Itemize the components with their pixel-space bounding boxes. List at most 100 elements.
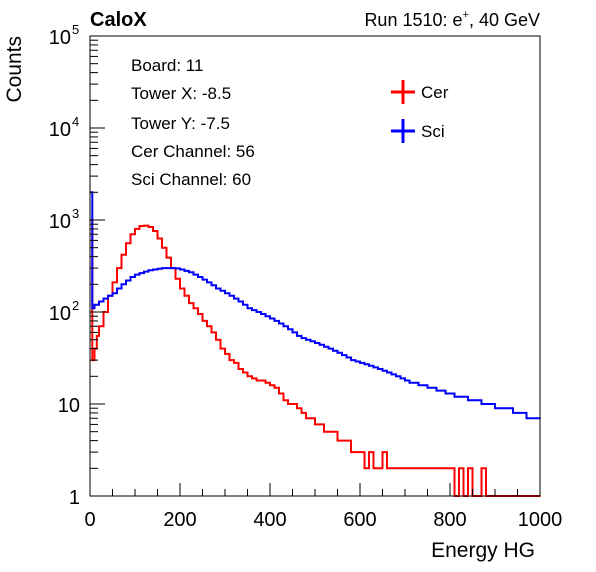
series-point-cer [444, 467, 447, 470]
y-tick-label: 10 [49, 211, 71, 233]
series-point-sci [399, 377, 402, 380]
series-point-cer [242, 371, 244, 374]
x-tick-label: 1000 [518, 509, 563, 531]
series-point-cer [116, 267, 118, 269]
series-point-cer [296, 407, 298, 410]
series-point-cer [152, 230, 154, 232]
series-point-sci [368, 364, 370, 367]
series-point-cer [143, 224, 145, 227]
series-point-cer [246, 375, 249, 378]
series-point-sci [476, 399, 478, 402]
series-point-cer [390, 467, 393, 470]
series-point-sci [534, 417, 537, 420]
series-point-sci [260, 313, 262, 315]
series-point-cer [417, 467, 420, 470]
y-tick-exponent: 2 [72, 298, 79, 313]
series-point-sci [152, 268, 154, 271]
series-point-sci [228, 294, 231, 297]
series-point-cer [318, 423, 321, 426]
series-point-sci [125, 279, 127, 282]
series-point-cer [336, 439, 339, 442]
series-point-cer [309, 417, 312, 420]
series-point-sci [408, 381, 411, 384]
series-point-cer [206, 325, 208, 328]
series-point-sci [417, 384, 420, 387]
series-point-cer [332, 430, 334, 433]
series-point-sci [530, 417, 532, 420]
y-tick-label: 10 [58, 395, 80, 417]
series-point-sci [372, 366, 375, 369]
series-point-cer [156, 237, 159, 240]
series-point-sci [264, 315, 267, 318]
series-point-cer [287, 403, 289, 405]
series-point-sci [201, 278, 204, 281]
series-point-sci [521, 412, 523, 414]
series-point-cer [197, 313, 199, 315]
series-point-cer [350, 451, 352, 453]
series-point-sci [512, 412, 514, 414]
series-point-sci [363, 363, 366, 366]
series-point-sci [165, 267, 168, 269]
series-point-sci [426, 386, 429, 389]
series-point-sci [480, 403, 483, 405]
series-point-sci [246, 307, 249, 310]
series-point-sci [120, 283, 123, 286]
series-point-sci [296, 335, 298, 337]
series-point-sci [458, 395, 460, 398]
series-point-cer [323, 430, 325, 433]
series-point-sci [116, 287, 118, 290]
x-axis: 0 200 400 600 800 1000 [84, 483, 562, 531]
series-point-cer [408, 467, 411, 470]
y-tick-exponent: 4 [72, 114, 79, 129]
x-tick-label: 200 [163, 509, 196, 531]
series-point-cer [431, 467, 433, 470]
series-point-cer [219, 347, 222, 350]
legend-label-sci: Sci [421, 122, 445, 141]
series-point-cer [273, 386, 276, 389]
series-point-cer [359, 451, 361, 453]
series-point-sci [147, 269, 150, 272]
series-point-sci [327, 347, 330, 350]
series-point-sci [107, 294, 109, 297]
series-point-sci [435, 389, 438, 392]
legend-entry-cer: Cer [391, 80, 449, 104]
series-point-sci [318, 343, 321, 346]
series-point-sci [215, 287, 217, 290]
series-point-sci [91, 307, 94, 310]
series-point-sci [404, 379, 406, 382]
series-point-sci [444, 392, 447, 395]
series-point-cer [129, 233, 132, 236]
series-point-sci [143, 270, 145, 273]
series-point-sci [170, 267, 172, 269]
header: CaloX Run 1510: e+, 40 GeV [90, 9, 540, 31]
series-point-sci [359, 362, 361, 364]
series-point-sci [242, 303, 244, 306]
legend: Cer Sci [391, 80, 449, 143]
series-point-cer [480, 467, 483, 470]
series-point-cer [264, 381, 267, 384]
series-point-cer [174, 277, 177, 280]
y-tick-exponent: 3 [72, 206, 79, 221]
x-tick-label: 600 [343, 509, 376, 531]
series-point-cer [215, 338, 217, 341]
series-point-sci [98, 300, 100, 303]
x-tick-label: 800 [433, 509, 466, 531]
y-axis-title: Counts [3, 36, 26, 103]
series-point-sci [395, 375, 397, 378]
series-point-cer [165, 256, 168, 259]
series-point-sci [336, 351, 339, 354]
series-point-sci [449, 392, 451, 395]
series-point-sci [287, 328, 289, 331]
series-point-cer [467, 467, 469, 470]
series-point-sci [377, 368, 379, 370]
series-point-sci [413, 381, 415, 384]
series-point-sci [183, 270, 186, 272]
series-point-sci [224, 292, 226, 295]
series-point-sci [471, 399, 474, 402]
series-point-sci [188, 271, 190, 274]
series-point-sci [192, 273, 195, 276]
series-point-cer [138, 225, 141, 227]
series-point-sci [431, 386, 433, 389]
